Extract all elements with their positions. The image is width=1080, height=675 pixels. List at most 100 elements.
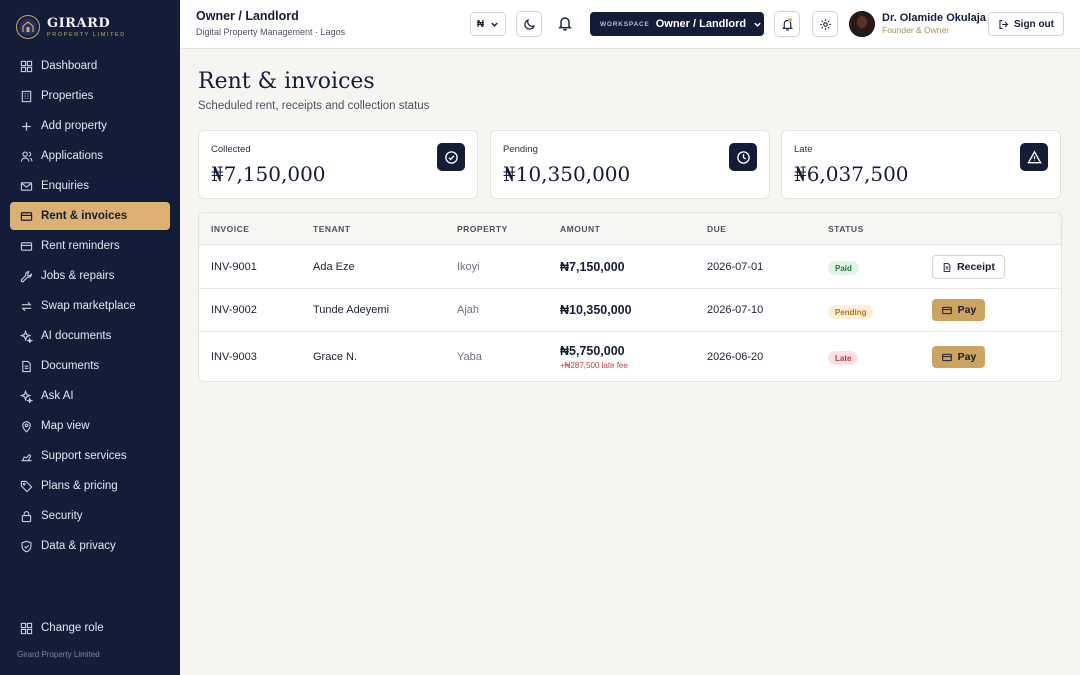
sidebar-item-label: Rent reminders bbox=[41, 240, 120, 252]
table-row: INV-9002 Tunde Adeyemi Ajah ₦10,350,000 … bbox=[199, 289, 1061, 332]
notifications-icon[interactable] bbox=[557, 15, 575, 33]
card-icon bbox=[941, 353, 952, 361]
user-name: Dr. Olamide Okulaja bbox=[882, 12, 986, 24]
check-circle-icon bbox=[437, 143, 465, 171]
sidebar-item-label: Rent & invoices bbox=[41, 210, 128, 222]
invoices-table: INVOICE TENANT PROPERTY AMOUNT DUE STATU… bbox=[198, 212, 1062, 382]
sidebar-item-label: Map view bbox=[41, 420, 90, 432]
late-fee-note: +₦287,500 late fee bbox=[560, 361, 628, 370]
sidebar: GIRARD PROPERTY LIMITED Dashboard Proper… bbox=[0, 0, 180, 675]
sidebar-item-label: Swap marketplace bbox=[41, 300, 136, 312]
summary-card-late: Late ₦6,037,500 bbox=[781, 130, 1061, 199]
property-name: Yaba bbox=[457, 351, 482, 363]
user-role: Founder & Owner bbox=[882, 25, 950, 35]
sidebar-item-rent-invoices[interactable]: Rent & invoices bbox=[10, 202, 170, 230]
sidebar-footer: Girard Property Limited bbox=[17, 650, 100, 659]
document-icon bbox=[22, 360, 31, 372]
sidebar-item-swap-marketplace[interactable]: Swap marketplace bbox=[10, 292, 170, 320]
building-icon bbox=[21, 90, 32, 102]
status-badge: Paid bbox=[828, 261, 859, 275]
page-subtitle: Scheduled rent, receipts and collection … bbox=[198, 100, 430, 112]
change-role-button[interactable]: Change role bbox=[10, 614, 170, 642]
status-badge: Late bbox=[828, 351, 859, 365]
sidebar-item-rent-reminders[interactable]: Rent reminders bbox=[10, 232, 170, 260]
change-role-section: Change role bbox=[10, 614, 170, 644]
sidebar-item-data-privacy[interactable]: Data & privacy bbox=[10, 532, 170, 560]
gear-icon bbox=[819, 18, 831, 30]
sidebar-item-label: AI documents bbox=[41, 330, 112, 342]
card-value: ₦10,350,000 bbox=[503, 162, 631, 186]
column-header: TENANT bbox=[313, 224, 351, 234]
sidebar-item-label: Ask AI bbox=[41, 390, 74, 402]
sidebar-item-label: Dashboard bbox=[41, 60, 98, 72]
sidebar-item-label: Jobs & repairs bbox=[41, 270, 115, 282]
invoice-amount: ₦5,750,000 bbox=[560, 344, 625, 358]
tenant-name: Grace N. bbox=[313, 351, 358, 363]
sidebar-item-ask-ai[interactable]: Ask AI bbox=[10, 382, 170, 410]
receipt-button[interactable]: Receipt bbox=[932, 255, 1005, 279]
column-header: AMOUNT bbox=[560, 224, 601, 234]
sidebar-item-support-services[interactable]: Support services bbox=[10, 442, 170, 470]
sidebar-item-applications[interactable]: Applications bbox=[10, 142, 170, 170]
alerts-button[interactable] bbox=[774, 11, 800, 37]
pay-button[interactable]: Pay bbox=[932, 299, 985, 321]
card-icon bbox=[20, 241, 33, 251]
workspace-switcher[interactable]: WORKSPACE Owner / Landlord bbox=[590, 12, 764, 36]
sidebar-item-jobs-repairs[interactable]: Jobs & repairs bbox=[10, 262, 170, 290]
sidebar-item-label: Plans & pricing bbox=[41, 480, 118, 492]
users-icon bbox=[20, 150, 33, 162]
property-name: Ikoyi bbox=[457, 261, 480, 273]
currency-select[interactable]: ₦ bbox=[470, 12, 506, 36]
sidebar-item-properties[interactable]: Properties bbox=[10, 82, 170, 110]
topbar-subtitle: Digital Property Management · Lagos bbox=[196, 27, 346, 37]
sidebar-item-plans-pricing[interactable]: Plans & pricing bbox=[10, 472, 170, 500]
card-value: ₦6,037,500 bbox=[794, 162, 909, 186]
sidebar-item-label: Applications bbox=[41, 150, 104, 162]
wrench-icon bbox=[20, 270, 32, 282]
sidebar-item-security[interactable]: Security bbox=[10, 502, 170, 530]
tag-icon bbox=[20, 480, 33, 492]
page-title: Rent & invoices bbox=[198, 69, 375, 94]
moon-icon bbox=[523, 18, 535, 30]
sign-out-button[interactable]: Sign out bbox=[988, 12, 1064, 36]
invoice-id: INV-9001 bbox=[211, 261, 257, 273]
theme-toggle-button[interactable] bbox=[516, 11, 542, 37]
brand-mark-icon bbox=[16, 15, 40, 39]
brand-tagline: PROPERTY LIMITED bbox=[47, 31, 126, 38]
sidebar-item-map-view[interactable]: Map view bbox=[10, 412, 170, 440]
hand-icon bbox=[21, 453, 32, 461]
notification-dot-icon bbox=[788, 18, 792, 22]
settings-button[interactable] bbox=[812, 11, 838, 37]
mail-icon bbox=[20, 181, 33, 191]
pay-button[interactable]: Pay bbox=[932, 346, 985, 368]
summary-card-pending: Pending ₦10,350,000 bbox=[490, 130, 770, 199]
chevron-down-icon bbox=[754, 22, 761, 27]
card-icon bbox=[20, 211, 33, 221]
currency-value: ₦ bbox=[476, 18, 485, 30]
avatar[interactable] bbox=[849, 11, 875, 37]
sidebar-item-documents[interactable]: Documents bbox=[10, 352, 170, 380]
summary-card-collected: Collected ₦7,150,000 bbox=[198, 130, 478, 199]
column-header: STATUS bbox=[828, 224, 864, 234]
sidebar-nav: Dashboard Properties Add property Applic… bbox=[10, 52, 170, 562]
column-header: PROPERTY bbox=[457, 224, 508, 234]
map-pin-icon bbox=[22, 420, 31, 433]
sidebar-item-add-property[interactable]: Add property bbox=[10, 112, 170, 140]
table-row: INV-9001 Ada Eze Ikoyi ₦7,150,000 2026-0… bbox=[199, 245, 1061, 289]
grid-icon bbox=[20, 622, 33, 634]
topbar-title: Owner / Landlord bbox=[196, 9, 299, 23]
card-value: ₦7,150,000 bbox=[211, 162, 326, 186]
sign-out-label: Sign out bbox=[1014, 18, 1054, 30]
sidebar-item-dashboard[interactable]: Dashboard bbox=[10, 52, 170, 80]
workspace-label: WORKSPACE bbox=[600, 20, 650, 28]
sparkle-icon bbox=[20, 389, 33, 403]
card-label: Pending bbox=[503, 144, 538, 155]
lock-icon bbox=[21, 510, 32, 522]
shield-icon bbox=[21, 540, 32, 552]
property-name: Ajah bbox=[457, 304, 480, 316]
tenant-name: Ada Eze bbox=[313, 261, 355, 273]
due-date: 2026-06-20 bbox=[707, 351, 764, 363]
sidebar-item-enquiries[interactable]: Enquiries bbox=[10, 172, 170, 200]
brand-logo[interactable]: GIRARD PROPERTY LIMITED bbox=[16, 15, 126, 39]
sidebar-item-ai-documents[interactable]: AI documents bbox=[10, 322, 170, 350]
